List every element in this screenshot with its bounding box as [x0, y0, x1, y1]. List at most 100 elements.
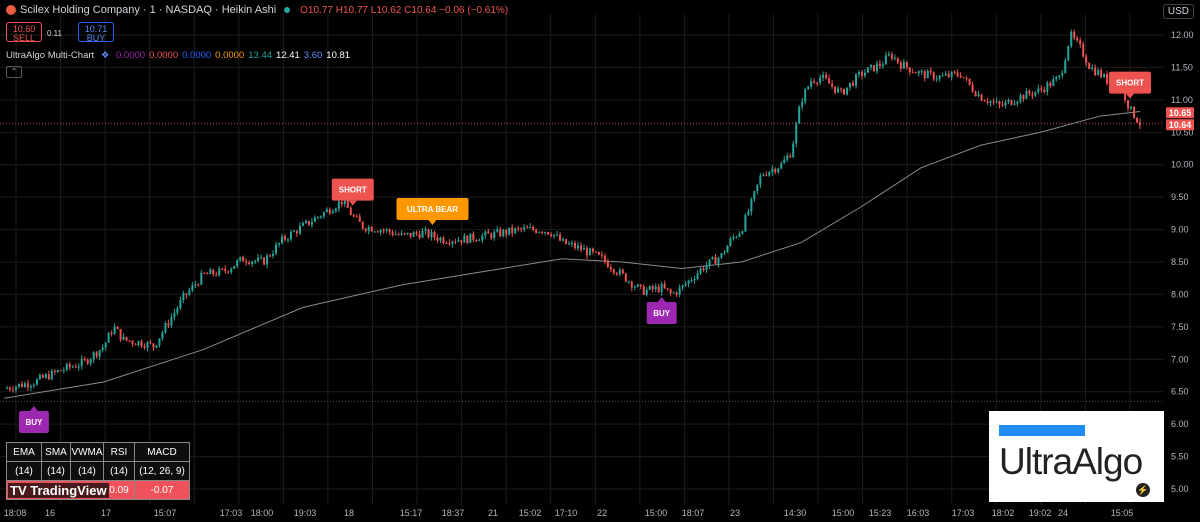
candle — [687, 280, 690, 285]
signal-label: SHORT — [339, 186, 367, 195]
collapse-legend-icon[interactable]: ⌃ — [6, 66, 22, 78]
currency-selector[interactable]: USD — [1162, 4, 1194, 19]
y-tick-label: 9.50 — [1171, 192, 1189, 202]
candle — [905, 61, 908, 68]
candle — [493, 231, 496, 238]
candle — [723, 252, 726, 254]
x-tick-label: 15:05 — [1111, 508, 1134, 518]
candle — [843, 89, 846, 95]
sell-button[interactable]: 10.60 SELL — [6, 22, 42, 43]
candle — [287, 239, 289, 241]
candle — [472, 233, 475, 240]
candle — [571, 243, 573, 245]
candle — [576, 245, 579, 249]
spread-value: 0.11 — [47, 29, 62, 38]
tradingview-watermark[interactable]: TV TradingView — [8, 483, 109, 498]
candle — [80, 358, 83, 367]
candle — [896, 57, 899, 63]
y-tick-label: 10.00 — [1171, 160, 1194, 170]
signal-pointer — [428, 220, 437, 226]
candle — [565, 239, 568, 244]
x-tick-label: 17:10 — [555, 508, 578, 518]
candle — [1106, 74, 1109, 84]
signal-short: SHORT — [1109, 71, 1152, 99]
candle — [281, 236, 284, 244]
candle — [627, 281, 630, 283]
candle — [508, 227, 511, 235]
candle — [164, 323, 167, 333]
candle — [1049, 82, 1052, 86]
candle — [1073, 31, 1076, 38]
indicator-settings-icon[interactable]: ❖ — [100, 50, 110, 61]
ohlc-readout: O10.77 H10.77 L10.62 C10.64 −0.06 (−0.61… — [300, 5, 508, 16]
candle — [1082, 44, 1085, 57]
candle — [433, 232, 436, 238]
candle — [1025, 90, 1028, 99]
indicator-value-4: 13.44 — [248, 50, 273, 61]
candle — [705, 265, 708, 271]
signal-label: SHORT — [1116, 79, 1144, 88]
candle — [1070, 31, 1073, 46]
candle — [523, 227, 526, 230]
candle — [227, 271, 230, 273]
candle — [738, 233, 741, 237]
buy-button[interactable]: 10.71 BUY — [78, 22, 114, 43]
tradingview-logo-icon: TV — [10, 483, 31, 498]
candle — [708, 259, 711, 266]
candle — [553, 234, 556, 237]
candle — [971, 84, 974, 92]
candle — [594, 251, 597, 253]
x-tick-label: 14:30 — [784, 508, 807, 518]
candle — [992, 101, 995, 103]
candle — [950, 71, 953, 77]
candle — [134, 343, 137, 346]
indicator-legend[interactable]: UltraAlgo Multi-Chart ❖ 0.0000 0.0000 0.00… — [6, 50, 358, 61]
candle — [191, 285, 194, 291]
candle — [340, 201, 343, 205]
candle — [1022, 95, 1025, 99]
x-tick-label: 16 — [45, 508, 55, 518]
candle — [301, 223, 304, 226]
signal-pointer — [348, 200, 357, 206]
candle — [155, 345, 158, 348]
candle — [636, 284, 639, 287]
signal-ultra-bear: ULTRA BEAR — [396, 198, 469, 226]
y-tick-label: 8.00 — [1171, 289, 1189, 299]
table-header: RSI — [103, 442, 135, 462]
candle — [816, 82, 819, 84]
bolt-icon[interactable]: ⚡ — [1136, 483, 1150, 497]
x-tick-label: 15:02 — [519, 508, 542, 518]
candle — [759, 175, 762, 185]
symbol-title[interactable]: Scilex Holding Company · 1 · NASDAQ · He… — [20, 4, 277, 16]
candle — [1028, 90, 1031, 94]
candle — [298, 225, 301, 234]
x-tick-label: 18:00 — [251, 508, 274, 518]
candle — [648, 286, 651, 290]
candle — [1004, 102, 1007, 106]
candle — [547, 231, 550, 235]
y-tick-label: 9.00 — [1171, 225, 1189, 235]
y-tick-label: 6.00 — [1171, 419, 1189, 429]
candle — [929, 70, 932, 73]
candle — [600, 254, 603, 256]
signal-label: ULTRA BEAR — [407, 205, 458, 214]
candle — [520, 228, 523, 230]
candle — [562, 239, 565, 241]
y-tick-label: 11.00 — [1171, 95, 1193, 105]
candle — [1019, 95, 1022, 102]
indicator-value-1: 0.0000 — [149, 50, 179, 61]
candle — [857, 72, 860, 75]
candle — [436, 237, 439, 241]
candle — [263, 257, 266, 265]
candle — [128, 340, 131, 342]
table-row: (14) (14) (14) (14) (12, 26, 9) — [6, 461, 190, 481]
candle — [771, 168, 774, 172]
candle — [367, 227, 370, 231]
candle — [744, 215, 747, 232]
candle — [1064, 60, 1067, 74]
candle — [349, 207, 352, 216]
candle — [846, 87, 849, 95]
candle — [807, 86, 810, 90]
candle — [272, 253, 275, 257]
candle — [424, 229, 427, 231]
